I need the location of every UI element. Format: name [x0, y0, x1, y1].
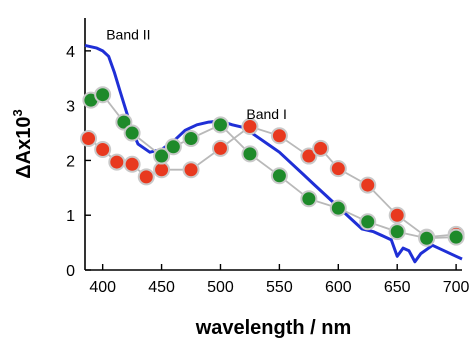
series-2-point [182, 130, 200, 148]
series-2-point [447, 228, 465, 246]
series-2-point [388, 223, 406, 241]
series-1-point [241, 117, 259, 135]
y-axis-title-main: ΔAx10 [13, 117, 35, 179]
series-1-point [123, 155, 141, 173]
x-tick-label: 400 [89, 279, 116, 296]
series-1-point [94, 140, 112, 158]
series-2-point [300, 190, 318, 208]
series-2-point [94, 86, 112, 104]
x-tick-label: 600 [325, 279, 352, 296]
series-2-point [123, 124, 141, 142]
y-axis-title-superscript: 3 [10, 109, 25, 116]
plot-area: 0 1 2 3 4 400 450 500 550 600 650 700 Band II Band I [66, 18, 470, 296]
series-1-point [300, 147, 318, 165]
series-1-point [137, 168, 155, 186]
series-1-point [211, 139, 229, 157]
y-tick-label: 3 [66, 99, 75, 116]
annotation-band-ii: Band II [106, 26, 150, 42]
x-axis-title: wavelength / nm [195, 317, 352, 339]
series-1-point [388, 206, 406, 224]
annotation-band-i: Band I [246, 106, 286, 122]
series-2-point [153, 147, 171, 165]
x-tick-label: 550 [266, 279, 293, 296]
x-tick-label: 500 [207, 279, 234, 296]
series-1-point [270, 127, 288, 145]
series-2-point [359, 213, 377, 231]
series-2-point [270, 167, 288, 185]
y-tick-label: 2 [66, 153, 75, 170]
series-1-point [329, 160, 347, 178]
y-axis-title: ΔAx103 [10, 109, 35, 178]
series-1-point [182, 161, 200, 179]
y-tick-label: 0 [66, 263, 75, 280]
x-tick-label: 650 [384, 279, 411, 296]
series-1-point [359, 176, 377, 194]
series-1-point [312, 139, 330, 157]
series-2-point [211, 116, 229, 134]
series-0-line [84, 43, 463, 264]
series-2-point [241, 145, 259, 163]
y-tick-label: 4 [66, 44, 75, 61]
series-2-point [329, 199, 347, 217]
series-2-point [164, 138, 182, 156]
series-1-point [80, 130, 98, 148]
x-tick-label: 450 [148, 279, 175, 296]
series-2-point [418, 229, 436, 247]
series-1-point [108, 153, 126, 171]
x-tick-label: 700 [443, 279, 470, 296]
y-tick-label: 1 [66, 208, 75, 225]
